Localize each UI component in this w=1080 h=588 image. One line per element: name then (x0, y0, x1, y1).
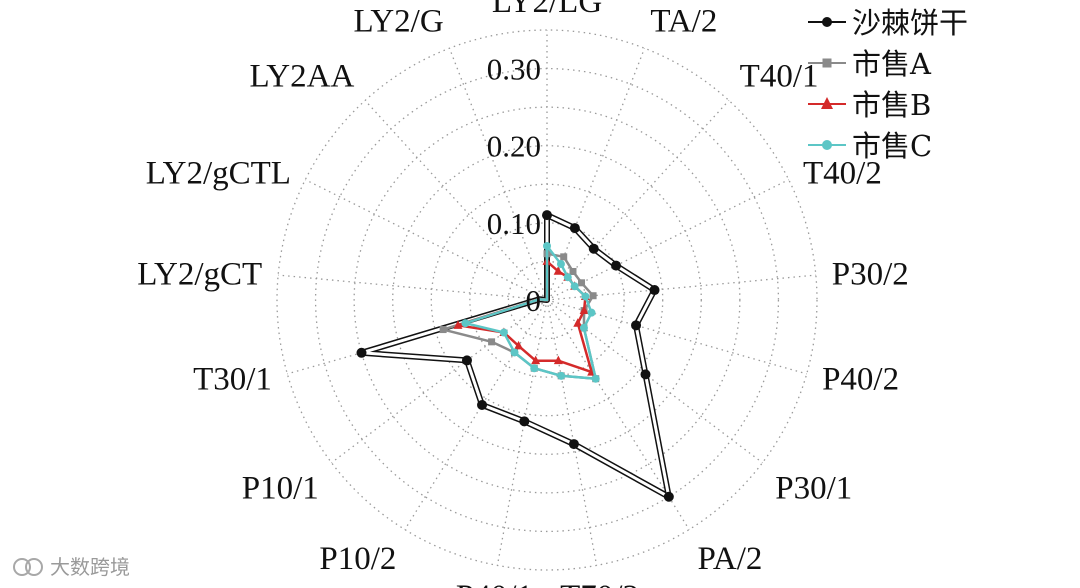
data-point (579, 305, 589, 315)
axis-label: PA/2 (698, 541, 763, 577)
axis-label: T30/1 (193, 361, 272, 397)
radial-ticks: 0 0.10 0.20 0.30 (487, 52, 541, 318)
data-point (488, 338, 496, 346)
data-point (556, 260, 565, 269)
grid-spoke (496, 299, 548, 566)
data-point (649, 285, 660, 296)
data-point (579, 323, 588, 332)
series-4 (461, 242, 600, 383)
data-point (514, 340, 524, 350)
axis-label: LY2AA (249, 59, 354, 95)
grid-spoke (546, 100, 730, 301)
legend-marker (822, 140, 832, 150)
data-point (569, 223, 580, 234)
data-point (588, 243, 599, 254)
radar-series (356, 210, 674, 502)
data-point (611, 260, 622, 271)
tick-label: 0 (526, 283, 542, 318)
data-point (568, 439, 579, 450)
data-point (553, 266, 563, 275)
data-point (573, 318, 583, 327)
tick-label: 0.10 (487, 206, 541, 241)
data-point (543, 242, 551, 250)
axis-label: LY2/gCT (137, 257, 262, 293)
data-point (531, 355, 541, 365)
data-point (587, 308, 596, 317)
axis-label: LY2/G (353, 3, 443, 39)
data-point (570, 282, 579, 291)
data-point (453, 320, 463, 329)
data-point (631, 320, 642, 331)
series-line (464, 244, 597, 380)
legend-marker (821, 97, 833, 109)
data-point (477, 399, 488, 410)
grid-spoke (278, 274, 548, 301)
grid-spoke (546, 299, 598, 566)
data-point (461, 355, 472, 366)
data-point (510, 348, 519, 357)
grid-spoke (305, 179, 548, 301)
grid-spoke (404, 299, 548, 530)
data-point (542, 210, 552, 221)
watermark: 大数跨境 (13, 555, 130, 579)
axis-labels: LY2/LG TA/2 T40/1 T40/2 P30/2 P40/2 P30/1 PA/2 T… (137, 0, 909, 588)
legend-marker (822, 17, 832, 27)
tick-label: 0.30 (487, 52, 541, 87)
legend-item: 沙棘饼干 (808, 6, 968, 40)
data-point (589, 292, 597, 300)
axis-label: T40/2 (803, 156, 882, 192)
radar-grid (276, 29, 818, 571)
data-point (553, 355, 563, 365)
data-point (663, 491, 674, 502)
grid-spoke (546, 179, 789, 301)
grid-spoke (546, 299, 690, 530)
data-point (530, 364, 539, 373)
axis-label: P40/2 (822, 361, 899, 397)
grid-spoke (364, 100, 548, 301)
tick-label: 0.20 (487, 129, 541, 164)
axis-label: T70/2 (560, 579, 639, 588)
axis-label: P10/1 (242, 470, 319, 506)
axis-label: P10/2 (319, 541, 396, 577)
legend-label: 市售C (852, 129, 932, 163)
axis-label: T40/1 (740, 59, 819, 95)
grid-spoke (448, 47, 548, 301)
watermark-text: 大数跨境 (50, 555, 130, 579)
axis-label: P40/1 (456, 579, 533, 588)
data-point (591, 374, 600, 383)
data-point (356, 347, 367, 358)
axis-label: LY2/gCTL (146, 156, 291, 192)
data-point (569, 267, 577, 275)
data-point (640, 369, 651, 380)
watermark-logo-icon (13, 558, 43, 576)
data-point (439, 326, 447, 334)
axis-label: P30/1 (775, 470, 852, 506)
legend-label: 沙棘饼干 (852, 6, 968, 40)
legend-item: 市售B (808, 88, 931, 122)
legend-item: 市售C (808, 129, 932, 163)
data-point (578, 279, 586, 287)
grid-spoke (331, 299, 548, 464)
axis-label: P30/2 (832, 257, 909, 293)
data-point (461, 319, 470, 328)
data-point (581, 292, 590, 301)
data-point (560, 253, 568, 261)
legend-marker (822, 58, 832, 68)
legend-label: 市售B (852, 88, 931, 122)
data-point (557, 371, 566, 380)
axis-label: TA/2 (650, 3, 717, 39)
grid-ring (469, 222, 625, 378)
data-point (499, 328, 508, 337)
data-point (519, 416, 530, 427)
data-point (563, 273, 572, 282)
axis-label: LY2/LG (492, 0, 602, 20)
legend-label: 市售A (852, 47, 932, 81)
legend-item: 市售A (808, 47, 932, 81)
